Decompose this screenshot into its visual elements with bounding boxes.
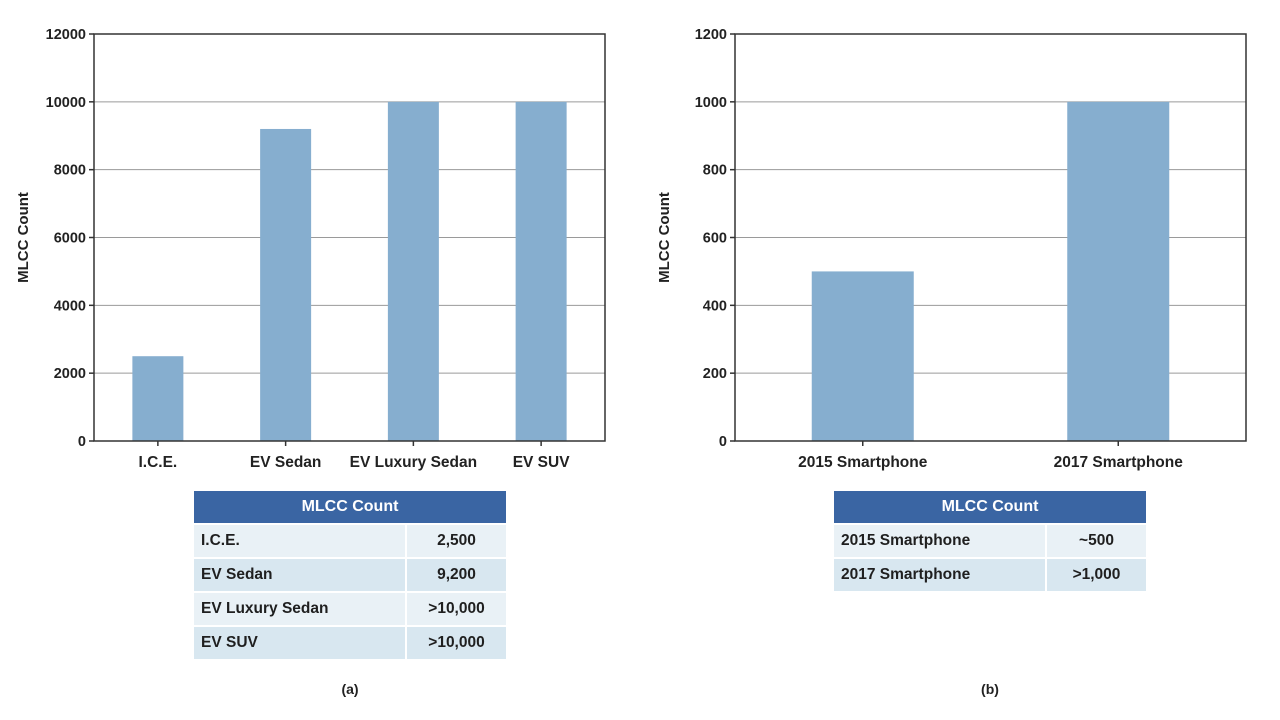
bars [811, 101, 1170, 441]
bar [515, 101, 567, 441]
y-tick-label: 600 [703, 231, 727, 247]
row-value: 2,500 [407, 525, 506, 559]
chart-a: 0 2000 4000 6000 8000 10000 12000 I.C.E. EV Sed… [15, 27, 606, 471]
row-value: 9,200 [407, 559, 506, 593]
row-label: 2015 Smartphone [834, 525, 1047, 559]
table-row: 2017 Smartphone >1,000 [834, 559, 1146, 593]
row-value: >1,000 [1047, 559, 1146, 593]
row-label: EV Luxury Sedan [194, 593, 407, 627]
row-value: ~500 [1047, 525, 1146, 559]
row-value: >10,000 [407, 627, 506, 661]
y-axis-label: MLCC Count [15, 192, 32, 283]
row-label: I.C.E. [194, 525, 407, 559]
x-tick-labels: 2015 Smartphone 2017 Smartphone [798, 441, 1183, 471]
bar [811, 271, 914, 441]
table-a: MLCC Count I.C.E. 2,500 EV Sedan 9,200 E… [194, 491, 506, 661]
bars [132, 101, 567, 441]
y-tick-label: 1200 [695, 27, 727, 43]
table-row: EV Luxury Sedan >10,000 [194, 593, 506, 627]
y-tick-label: 200 [703, 366, 727, 382]
y-tick-label: 12000 [46, 27, 86, 43]
caption-b: (b) [981, 681, 999, 697]
table-header: MLCC Count [194, 491, 506, 525]
x-tick-label: I.C.E. [138, 454, 177, 471]
bar [260, 128, 312, 441]
table-row: I.C.E. 2,500 [194, 525, 506, 559]
bar [132, 356, 184, 441]
bar [1067, 101, 1170, 441]
row-label: EV Sedan [194, 559, 407, 593]
y-tick-label: 10000 [46, 95, 86, 111]
y-tick-label: 1000 [695, 95, 727, 111]
y-tick-label: 0 [719, 434, 727, 450]
caption-a: (a) [341, 681, 359, 697]
y-tick-label: 0 [78, 434, 86, 450]
table-header: MLCC Count [834, 491, 1146, 525]
row-label: 2017 Smartphone [834, 559, 1047, 593]
x-tick-labels: I.C.E. EV Sedan EV Luxury Sedan EV SUV [138, 441, 570, 471]
table-b: MLCC Count 2015 Smartphone ~500 2017 Sma… [834, 491, 1146, 593]
table-row: 2015 Smartphone ~500 [834, 525, 1146, 559]
x-tick-label: 2015 Smartphone [798, 454, 928, 471]
table-row: EV SUV >10,000 [194, 627, 506, 661]
y-axis-label: MLCC Count [656, 192, 673, 283]
row-value: >10,000 [407, 593, 506, 627]
x-tick-label: EV Sedan [250, 454, 322, 471]
y-tick-label: 6000 [54, 231, 86, 247]
y-tick-labels: 0 2000 4000 6000 8000 10000 12000 [46, 27, 94, 450]
x-tick-label: 2017 Smartphone [1054, 454, 1184, 471]
x-tick-label: EV SUV [513, 454, 571, 471]
bar [387, 101, 439, 441]
y-tick-label: 800 [703, 163, 727, 179]
x-tick-label: EV Luxury Sedan [350, 454, 477, 471]
y-tick-labels: 0 200 400 600 800 1000 1200 [695, 27, 735, 450]
row-label: EV SUV [194, 627, 407, 661]
y-tick-label: 4000 [54, 298, 86, 314]
gridlines [735, 101, 1246, 374]
y-tick-label: 2000 [54, 366, 86, 382]
table-row: EV Sedan 9,200 [194, 559, 506, 593]
y-tick-label: 400 [703, 298, 727, 314]
y-tick-label: 8000 [54, 163, 86, 179]
